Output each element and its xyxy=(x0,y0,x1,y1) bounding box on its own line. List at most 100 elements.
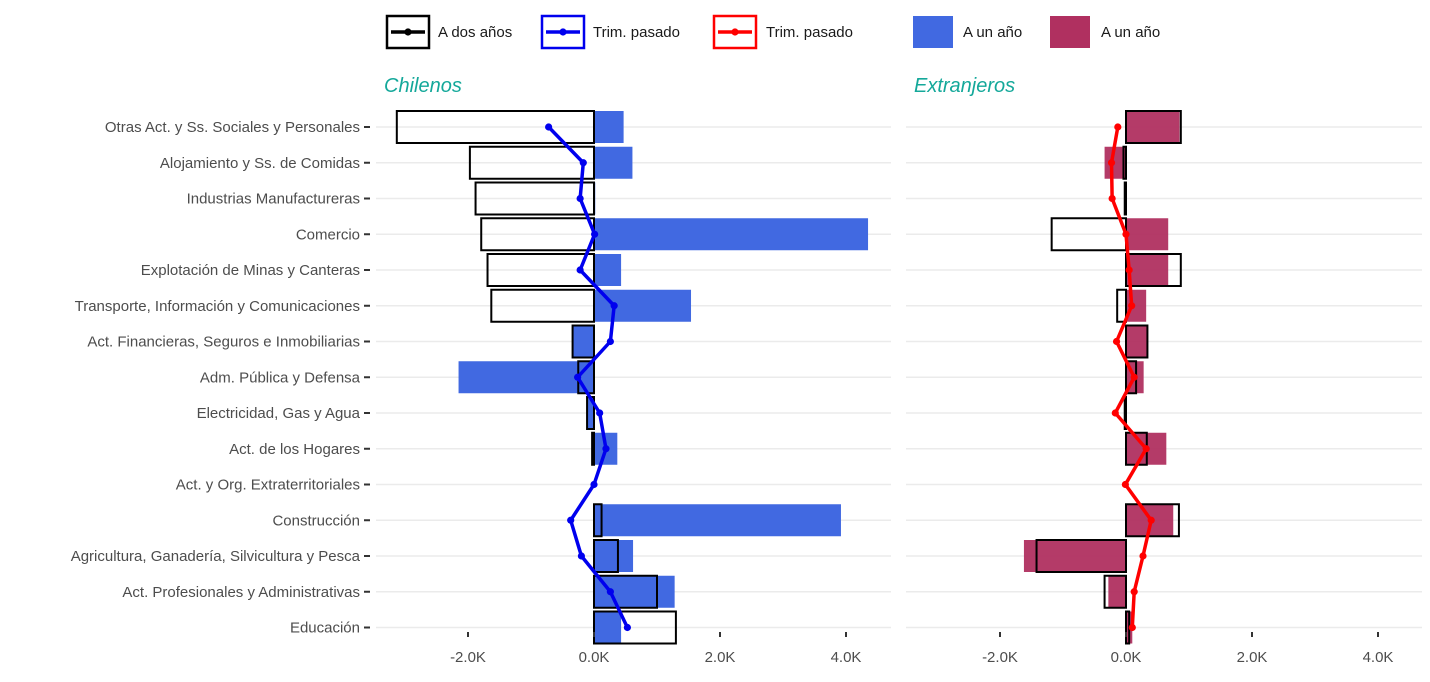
bar-a-dos-anios xyxy=(593,503,603,538)
legend-key-fill xyxy=(1050,16,1090,48)
bar-a-un-anio xyxy=(1126,111,1180,143)
point-trim-pasado xyxy=(1130,588,1138,596)
bar-a-un-anio xyxy=(594,540,634,572)
bar-a-dos-anios xyxy=(1035,539,1128,573)
category-label: Act. Profesionales y Administrativas xyxy=(122,584,360,601)
legend-label: A un año xyxy=(1101,24,1160,41)
bar-a-dos-anios xyxy=(593,574,658,609)
point-trim-pasado xyxy=(579,159,587,167)
bar-a-dos-anios xyxy=(593,539,619,573)
bar-a-un-anio xyxy=(594,504,841,537)
bar-a-dos-anios xyxy=(1125,503,1180,538)
category-label: Explotación de Minas y Canteras xyxy=(141,262,360,279)
bar-a-un-anio xyxy=(594,575,675,608)
point-trim-pasado xyxy=(1107,159,1116,167)
bar-a-un-anio xyxy=(1126,218,1169,251)
point-trim-pasado xyxy=(1128,302,1136,310)
point-trim-pasado xyxy=(567,516,575,524)
point-trim-pasado xyxy=(577,552,586,560)
bar-a-un-anio xyxy=(572,325,594,358)
point-trim-pasado xyxy=(606,588,614,596)
category-label: Agricultura, Ganadería, Silvicultura y P… xyxy=(71,548,361,565)
point-trim-pasado xyxy=(1147,516,1155,524)
point-trim-pasado xyxy=(1128,623,1136,632)
point-trim-pasado xyxy=(1114,123,1122,131)
point-trim-pasado xyxy=(590,480,598,489)
bar-a-dos-anios xyxy=(1122,145,1127,180)
x-tick-label: 4.0K xyxy=(831,649,862,666)
category-label: Act. de los Hogares xyxy=(229,441,360,458)
category-label: Educación xyxy=(290,620,360,637)
bar-a-un-anio xyxy=(594,146,633,179)
x-tick-label: 0.0K xyxy=(579,649,610,666)
category-label: Act. Financieras, Seguros e Inmobiliaria… xyxy=(87,334,360,351)
bar-a-un-anio xyxy=(1023,540,1126,572)
bar-a-dos-anios xyxy=(1125,324,1149,359)
bar-a-un-anio xyxy=(1108,575,1126,608)
point-trim-pasado xyxy=(591,230,599,238)
bar-a-un-anio xyxy=(594,254,622,286)
category-label: Adm. Pública y Defensa xyxy=(200,369,361,386)
x-tick-label: 2.0K xyxy=(705,649,736,666)
bar-a-dos-anios xyxy=(468,145,596,180)
point-trim-pasado xyxy=(1112,337,1121,346)
bar-a-dos-anios xyxy=(591,431,595,466)
bar-a-un-anio xyxy=(1126,325,1148,358)
point-trim-pasado xyxy=(1111,409,1119,417)
legend-label: Trim. pasado xyxy=(593,24,680,41)
bar-a-dos-anios xyxy=(593,610,677,645)
bar-a-dos-anios xyxy=(486,253,595,287)
point-trim-pasado xyxy=(1108,194,1116,203)
legend-key-fill xyxy=(913,16,953,48)
category-label: Comercio xyxy=(296,226,360,243)
legend-label: Trim. pasado xyxy=(766,24,853,41)
bar-a-dos-anios xyxy=(474,181,595,216)
point-trim-pasado xyxy=(596,409,604,417)
x-tick-label: -2.0K xyxy=(450,649,486,666)
category-label: Transporte, Información y Comunicaciones xyxy=(75,298,360,315)
bar-a-un-anio xyxy=(594,111,624,143)
point-trim-pasado xyxy=(610,302,618,310)
x-tick-label: -2.0K xyxy=(982,649,1018,666)
legend-label: A dos años xyxy=(438,24,512,41)
legend-key-line-point xyxy=(731,28,739,36)
x-tick-label: 0.0K xyxy=(1111,649,1142,666)
bar-a-dos-anios xyxy=(571,324,596,359)
point-trim-pasado xyxy=(1122,230,1130,238)
bar-a-un-anio xyxy=(594,611,622,644)
bar-a-dos-anios xyxy=(490,288,595,323)
category-label: Alojamiento y Ss. de Comidas xyxy=(160,155,360,172)
bar-a-un-anio xyxy=(458,361,594,394)
panel-title: Chilenos xyxy=(384,75,462,97)
point-trim-pasado xyxy=(576,266,584,274)
x-tick-label: 2.0K xyxy=(1237,649,1268,666)
category-label: Industrias Manufactureras xyxy=(187,191,360,208)
legend-label: A un año xyxy=(963,24,1022,41)
point-trim-pasado xyxy=(1139,552,1147,560)
legend-key-line-point xyxy=(559,28,567,36)
bar-a-un-anio xyxy=(594,289,692,322)
point-trim-pasado xyxy=(606,337,614,346)
category-label: Construcción xyxy=(272,512,360,529)
point-trim-pasado xyxy=(545,123,553,131)
point-trim-pasado xyxy=(574,373,582,381)
bar-a-un-anio xyxy=(1126,254,1169,286)
bar-a-dos-anios xyxy=(1116,288,1128,323)
point-trim-pasado xyxy=(576,194,584,203)
bar-a-dos-anios xyxy=(395,110,595,144)
category-label: Otras Act. y Ss. Sociales y Personales xyxy=(105,119,360,136)
point-trim-pasado xyxy=(1142,445,1150,453)
point-trim-pasado xyxy=(602,445,610,453)
legend-key-line-point xyxy=(404,28,412,36)
bar-a-un-anio xyxy=(594,218,869,251)
point-trim-pasado xyxy=(1125,266,1133,274)
bar-a-dos-anios xyxy=(1103,574,1127,609)
point-trim-pasado xyxy=(1121,480,1129,489)
x-tick-label: 4.0K xyxy=(1363,649,1394,666)
category-label: Electricidad, Gas y Agua xyxy=(197,405,361,422)
point-trim-pasado xyxy=(623,623,631,632)
panel-title: Extranjeros xyxy=(914,75,1015,97)
bar-a-dos-anios xyxy=(1123,181,1127,216)
